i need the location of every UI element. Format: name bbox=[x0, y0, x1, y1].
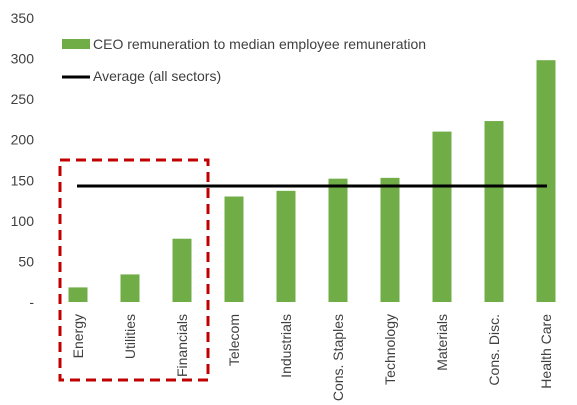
y-tick-label: 250 bbox=[11, 91, 35, 107]
x-tick-label: Cons. Disc. bbox=[486, 314, 502, 386]
bar-materials bbox=[432, 131, 452, 302]
bar-cons-disc bbox=[484, 121, 504, 303]
x-tick-label: Materials bbox=[434, 314, 450, 371]
x-tick-label: Utilities bbox=[122, 314, 138, 359]
x-axis-labels: Energy Utilities Financials Telecom Industri… bbox=[70, 314, 554, 401]
x-tick-label: Energy bbox=[70, 314, 86, 358]
x-tick-label: Cons. Staples bbox=[330, 314, 346, 401]
y-tick-label: 150 bbox=[11, 172, 35, 188]
bar-technology bbox=[380, 177, 400, 302]
x-tick-label: Telecom bbox=[226, 314, 242, 366]
legend: CEO remuneration to median employee remu… bbox=[62, 36, 426, 84]
bar-utilities bbox=[120, 274, 140, 302]
legend-label-average: Average (all sectors) bbox=[93, 68, 221, 84]
x-tick-label: Health Care bbox=[538, 314, 554, 389]
highlight-box bbox=[58, 158, 210, 382]
y-tick-label: 300 bbox=[11, 51, 35, 67]
legend-label-series: CEO remuneration to median employee remu… bbox=[93, 36, 426, 52]
bar-health-care bbox=[536, 60, 556, 302]
x-tick-label: Technology bbox=[382, 314, 398, 385]
highlight-group bbox=[58, 158, 210, 382]
bar-telecom bbox=[224, 196, 244, 302]
bar-financials bbox=[172, 238, 192, 302]
bar-energy bbox=[68, 287, 88, 302]
y-tick-label: - bbox=[29, 294, 34, 310]
bar-cons-staples bbox=[328, 178, 348, 302]
legend-swatch-bar bbox=[62, 39, 90, 49]
x-tick-label: Industrials bbox=[278, 314, 294, 378]
bar-industrials bbox=[276, 190, 296, 302]
x-tick-label: Financials bbox=[174, 314, 190, 377]
y-tick-label: 50 bbox=[18, 253, 34, 269]
y-axis: - 50 100 150 200 250 300 350 bbox=[11, 10, 35, 310]
y-tick-label: 100 bbox=[11, 213, 35, 229]
y-tick-label: 350 bbox=[11, 10, 35, 26]
bars bbox=[68, 60, 556, 303]
y-tick-label: 200 bbox=[11, 132, 35, 148]
